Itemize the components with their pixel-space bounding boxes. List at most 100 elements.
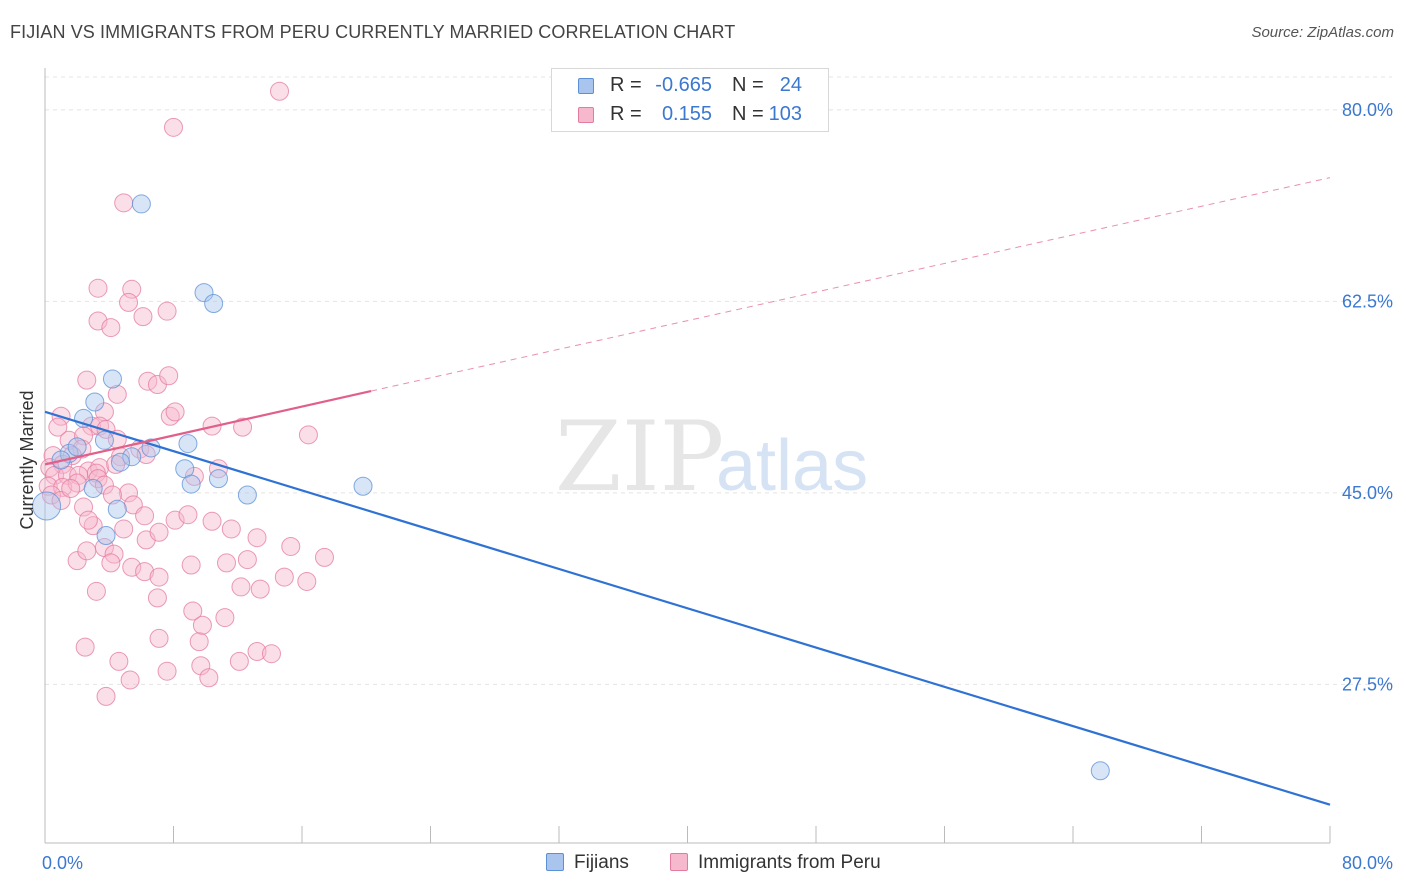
legend-label-peru: Immigrants from Peru bbox=[698, 852, 881, 873]
point-peru-83 bbox=[149, 628, 169, 648]
point-fijians-1 bbox=[85, 392, 105, 412]
y-tick-label-0: 27.5% bbox=[1342, 674, 1393, 694]
point-peru-98 bbox=[237, 550, 257, 570]
point-peru-61 bbox=[135, 506, 155, 526]
r-label: R = bbox=[610, 74, 642, 96]
point-fijians-9 bbox=[110, 452, 130, 472]
point-peru-86 bbox=[96, 686, 116, 706]
r-value: -0.665 bbox=[655, 74, 712, 96]
point-peru-97 bbox=[217, 553, 237, 573]
point-fijians-10 bbox=[83, 478, 103, 498]
n-label: N = bbox=[732, 103, 764, 125]
watermark-atlas: atlas bbox=[716, 426, 868, 506]
point-fijians-19 bbox=[353, 476, 373, 496]
watermark-zip: ZIP bbox=[555, 401, 724, 513]
point-fijians-6 bbox=[204, 294, 224, 314]
y-axis-label: Currently Married bbox=[17, 390, 37, 529]
point-peru-88 bbox=[157, 661, 177, 681]
point-peru-91 bbox=[261, 644, 281, 664]
point-peru-2 bbox=[114, 193, 134, 213]
point-fijians-5 bbox=[194, 283, 214, 303]
y-tick-label-1: 45.0% bbox=[1342, 483, 1393, 503]
legend-label-fijians: Fijians bbox=[574, 852, 629, 873]
point-peru-37 bbox=[136, 445, 156, 465]
point-peru-66 bbox=[135, 562, 155, 582]
y-tick-label-2: 62.5% bbox=[1342, 291, 1393, 311]
tick-labels: 27.5% 45.0% 62.5% 80.0% 0.0% 80.0% bbox=[42, 100, 1393, 873]
stats-row-fijians: R = -0.665 N = 24 bbox=[552, 71, 828, 101]
point-fijians-8 bbox=[122, 447, 142, 467]
point-peru-76 bbox=[281, 536, 301, 556]
y-tick-label-3: 80.0% bbox=[1342, 100, 1393, 120]
point-peru-70 bbox=[149, 522, 169, 542]
point-peru-54 bbox=[119, 483, 139, 503]
point-peru-57 bbox=[102, 485, 122, 505]
point-peru-79 bbox=[147, 588, 167, 608]
point-peru-4 bbox=[119, 292, 139, 312]
point-peru-65 bbox=[122, 557, 142, 577]
point-peru-102 bbox=[199, 668, 219, 688]
point-fijians-0 bbox=[32, 491, 62, 521]
point-peru-25 bbox=[165, 402, 185, 422]
point-peru-43 bbox=[106, 454, 126, 474]
chart-title: FIJIAN VS IMMIGRANTS FROM PERU CURRENTLY… bbox=[10, 22, 736, 42]
trend-line-peru bbox=[44, 389, 372, 466]
point-peru-56 bbox=[61, 478, 81, 498]
point-peru-68 bbox=[77, 541, 97, 561]
point-peru-92 bbox=[192, 615, 212, 635]
point-peru-8 bbox=[157, 301, 177, 321]
legend-swatch-fijians bbox=[578, 78, 594, 94]
point-peru-0 bbox=[270, 81, 290, 101]
point-fijians-18 bbox=[96, 526, 116, 546]
point-peru-72 bbox=[178, 505, 198, 525]
trend-lines bbox=[44, 177, 1331, 806]
point-peru-85 bbox=[247, 642, 267, 661]
point-fijians-13 bbox=[178, 434, 198, 454]
point-fijians-22 bbox=[1090, 761, 1110, 781]
trend-line-peru-extension bbox=[370, 177, 1331, 392]
point-peru-19 bbox=[48, 417, 68, 437]
point-peru-93 bbox=[231, 577, 251, 597]
point-peru-99 bbox=[274, 567, 294, 587]
source-credit: Source: ZipAtlas.com bbox=[1251, 24, 1394, 41]
point-peru-87 bbox=[120, 670, 140, 690]
n-value: 24 bbox=[779, 74, 802, 96]
legend-item-fijians[interactable]: Fijians bbox=[546, 852, 629, 874]
trend-line-fijians bbox=[44, 410, 1331, 806]
point-peru-77 bbox=[314, 547, 334, 567]
point-peru-1 bbox=[164, 117, 183, 137]
point-peru-50 bbox=[41, 485, 61, 505]
point-fijians-7 bbox=[94, 430, 114, 450]
point-peru-90 bbox=[229, 651, 249, 671]
legend-swatch-peru bbox=[578, 107, 594, 123]
point-peru-84 bbox=[189, 632, 209, 652]
point-fijians-21 bbox=[67, 437, 87, 457]
point-peru-33 bbox=[78, 461, 98, 481]
point-peru-75 bbox=[247, 528, 267, 548]
point-fijians-17 bbox=[237, 485, 257, 505]
legend-swatch-peru bbox=[670, 853, 688, 871]
n-label: N = bbox=[732, 74, 764, 96]
point-peru-82 bbox=[109, 651, 129, 671]
stats-legend: R = -0.665 N = 24 R = 0.155 N = 103 bbox=[551, 68, 829, 132]
point-peru-74 bbox=[221, 519, 241, 539]
watermark: ZIP atlas bbox=[555, 401, 868, 513]
r-label: R = bbox=[610, 103, 642, 125]
point-peru-80 bbox=[183, 601, 203, 621]
point-peru-96 bbox=[181, 555, 201, 575]
point-peru-5 bbox=[88, 278, 108, 298]
point-peru-94 bbox=[250, 579, 270, 599]
legend-item-peru[interactable]: Immigrants from Peru bbox=[670, 852, 881, 874]
point-peru-100 bbox=[297, 571, 317, 591]
point-peru-27 bbox=[233, 417, 253, 437]
point-peru-9 bbox=[133, 307, 153, 327]
point-peru-29 bbox=[72, 439, 92, 459]
point-peru-71 bbox=[165, 510, 185, 530]
x-tick-label-0: 0.0% bbox=[42, 853, 83, 873]
point-fijians-11 bbox=[107, 499, 127, 519]
point-peru-69 bbox=[101, 553, 121, 573]
point-peru-60 bbox=[114, 519, 134, 539]
data-points bbox=[32, 81, 1110, 781]
r-value: 0.155 bbox=[661, 103, 712, 125]
